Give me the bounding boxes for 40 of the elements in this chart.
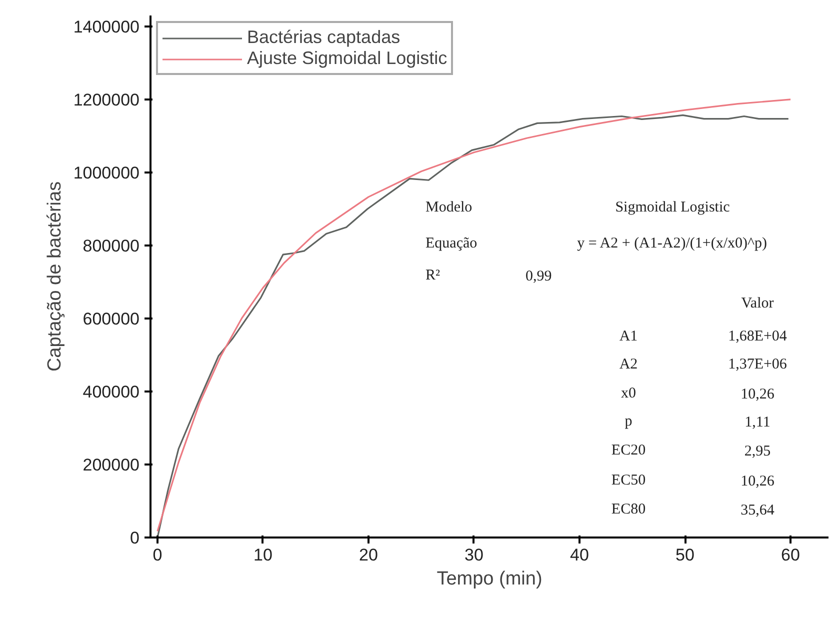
annotation: EC50 bbox=[611, 472, 646, 488]
annotation: 2,95 bbox=[744, 444, 771, 460]
x-tick-label: 60 bbox=[781, 546, 800, 564]
annotation: Sigmoidal Logistic bbox=[615, 200, 730, 216]
x-tick-label: 20 bbox=[359, 546, 378, 564]
annotation: A2 bbox=[619, 356, 638, 372]
annotation: x0 bbox=[621, 386, 636, 402]
y-tick-label: 400000 bbox=[82, 382, 140, 402]
x-tick-label: 0 bbox=[152, 546, 162, 564]
y-tick-label: 1200000 bbox=[73, 90, 140, 110]
annotation: Modelo bbox=[426, 200, 472, 216]
legend-label: Bactérias captadas bbox=[247, 27, 400, 48]
x-axis-title: Tempo (min) bbox=[436, 568, 542, 590]
x-tick-label: 50 bbox=[676, 546, 694, 564]
annotation: Valor bbox=[741, 296, 774, 312]
x-tick-label: 40 bbox=[570, 546, 589, 564]
y-tick-label: 1400000 bbox=[73, 17, 140, 36]
annotation: EC80 bbox=[611, 502, 646, 518]
annotation: 10,26 bbox=[740, 474, 775, 490]
annotation: 1,68E+04 bbox=[728, 328, 788, 344]
annotation: p bbox=[624, 414, 632, 430]
annotation: 1,37E+06 bbox=[728, 356, 788, 372]
y-tick-label: 1000000 bbox=[73, 163, 140, 182]
legend-label: Ajuste Sigmoidal Logistic bbox=[247, 48, 448, 69]
annotation: A1 bbox=[619, 328, 638, 344]
y-tick-label: 600000 bbox=[82, 309, 140, 328]
annotation: Equação bbox=[426, 236, 478, 252]
annotation: EC20 bbox=[611, 442, 646, 458]
annotation: 0,99 bbox=[526, 268, 552, 284]
x-tick-label: 10 bbox=[254, 546, 272, 564]
y-tick-label: 800000 bbox=[82, 236, 140, 256]
annotation: R² bbox=[426, 268, 441, 284]
annotation: 10,26 bbox=[740, 386, 775, 402]
annotation: 1,11 bbox=[744, 414, 770, 430]
x-tick-label: 30 bbox=[464, 546, 484, 564]
annotation: 35,64 bbox=[740, 502, 775, 518]
y-tick-label: 0 bbox=[130, 528, 140, 548]
annotation: y = A2 + (A1-A2)/(1+(x/x0)^p) bbox=[577, 236, 768, 252]
y-axis-title: Captação de bactérias bbox=[44, 181, 66, 372]
y-tick-label: 200000 bbox=[82, 455, 140, 474]
